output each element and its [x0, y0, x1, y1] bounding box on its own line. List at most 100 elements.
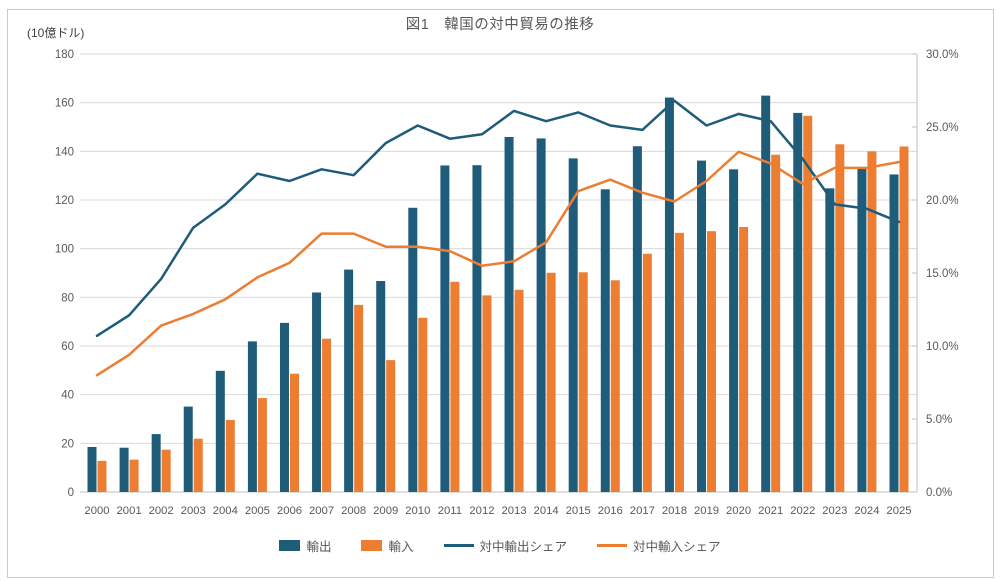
x-axis-label: 2024: [854, 505, 879, 517]
export-bar: [87, 446, 97, 492]
import-share-line: [95, 150, 901, 377]
import-bar: [193, 438, 203, 492]
x-axis-label: 2003: [181, 505, 206, 517]
left-axis-tick-label: 100: [55, 244, 74, 256]
right-axis-tick-label: 20.0%: [926, 195, 959, 207]
legend-item-imports: 輸入: [361, 536, 414, 555]
left-axis-tick-label: 80: [61, 292, 74, 304]
x-axis-label: 2014: [534, 505, 559, 517]
x-axis-label: 2016: [598, 505, 623, 517]
left-axis-tick-label: 60: [61, 341, 74, 353]
import-bar: [322, 338, 332, 492]
import-bar: [161, 449, 171, 492]
import-bar: [354, 304, 364, 492]
export-bar: [408, 207, 418, 492]
chart-title: 図1 韓国の対中貿易の推移: [405, 17, 595, 33]
legend-item-exports: 輸出: [279, 536, 331, 555]
x-axis-label: 2017: [630, 505, 655, 517]
export-bar: [857, 168, 867, 492]
legend-item-import-share: 対中輸入シェア: [597, 536, 721, 555]
export-bar: [215, 370, 225, 492]
import-bar: [707, 231, 717, 492]
x-axis-label: 2000: [84, 505, 109, 517]
x-axis-label: 2025: [886, 505, 911, 517]
import-bar: [129, 459, 139, 492]
x-axis-label: 2006: [277, 505, 302, 517]
import-bar: [418, 317, 428, 492]
import-bar: [578, 272, 588, 492]
left-axis-unit-label: (10億ドル): [27, 26, 85, 40]
export-bar: [697, 160, 707, 492]
x-axis-label: 2023: [822, 505, 847, 517]
x-axis-label: 2013: [501, 505, 526, 517]
x-axis-label: 2019: [694, 505, 719, 517]
x-axis-label: 2012: [469, 505, 494, 517]
x-axis-label: 2015: [566, 505, 591, 517]
export-bar: [664, 97, 674, 492]
import-share-line-swatch: [597, 544, 628, 547]
export-bar: [793, 112, 803, 493]
export-bar: [151, 434, 161, 492]
export-bar: [183, 406, 193, 492]
right-axis-tick-label: 5.0%: [926, 414, 952, 426]
x-axis-label: 2010: [405, 505, 430, 517]
right-axis-tick-label: 30.0%: [926, 49, 959, 61]
left-axis-tick-label: 120: [55, 195, 74, 207]
x-axis-label: 2005: [245, 505, 270, 517]
x-axis-label: 2002: [149, 505, 174, 517]
import-bar: [546, 272, 556, 492]
right-axis-tick-label: 25.0%: [926, 122, 959, 134]
x-axis-label: 2011: [438, 505, 462, 517]
legend-item-export-share: 対中輸出シェア: [443, 536, 568, 555]
import-bar: [610, 280, 620, 492]
right-axis-tick-label: 15.0%: [926, 268, 959, 280]
import-bar: [289, 373, 299, 492]
export-bar: [376, 281, 386, 492]
export-bar: [729, 169, 739, 492]
export-share-line-swatch: [443, 544, 474, 547]
x-axis-label: 2020: [726, 505, 751, 517]
legend-label-exports: 輸出: [306, 540, 332, 554]
export-bar: [568, 158, 578, 492]
x-axis-label: 2007: [309, 505, 334, 517]
left-axis-tick-label: 0: [68, 487, 74, 499]
import-bar: [386, 360, 396, 492]
x-axis-label: 2022: [790, 505, 815, 517]
import-bar: [835, 144, 845, 492]
export-share-line: [95, 99, 901, 338]
export-bar: [536, 138, 546, 493]
left-axis-tick-label: 160: [55, 98, 74, 110]
legend-label-import-share: 対中輸入シェア: [633, 540, 721, 554]
export-bar: [632, 146, 642, 492]
import-bar: [739, 227, 749, 492]
exports-bar-swatch: [279, 540, 301, 551]
export-bar: [440, 165, 450, 493]
export-bar: [472, 165, 482, 492]
export-bar: [825, 188, 835, 492]
legend: 輸出 輸入 対中輸出シェア 対中輸入シェア: [0, 536, 1000, 555]
legend-label-export-share: 対中輸出シェア: [479, 540, 568, 554]
import-bar: [674, 232, 684, 492]
imports-bar-swatch: [361, 540, 383, 551]
import-bar: [899, 146, 909, 492]
import-bar: [482, 295, 492, 492]
x-axis-label: 2001: [117, 505, 142, 517]
legend-label-imports: 輸入: [388, 540, 414, 554]
import-bar: [803, 115, 813, 492]
export-bar: [279, 322, 289, 492]
x-axis-label: 2004: [213, 505, 238, 517]
export-bar: [504, 136, 514, 492]
import-bar: [97, 460, 107, 492]
left-axis-tick-label: 20: [61, 438, 74, 450]
import-bar: [514, 289, 524, 492]
import-bar: [225, 419, 235, 492]
x-axis-label: 2018: [662, 505, 687, 517]
left-axis-tick-label: 140: [55, 146, 74, 158]
x-axis-label: 2009: [373, 505, 398, 517]
right-axis-tick-label: 10.0%: [926, 341, 959, 353]
left-axis-tick-label: 180: [55, 49, 74, 61]
x-axis-label: 2008: [341, 505, 366, 517]
export-bar: [312, 292, 322, 492]
